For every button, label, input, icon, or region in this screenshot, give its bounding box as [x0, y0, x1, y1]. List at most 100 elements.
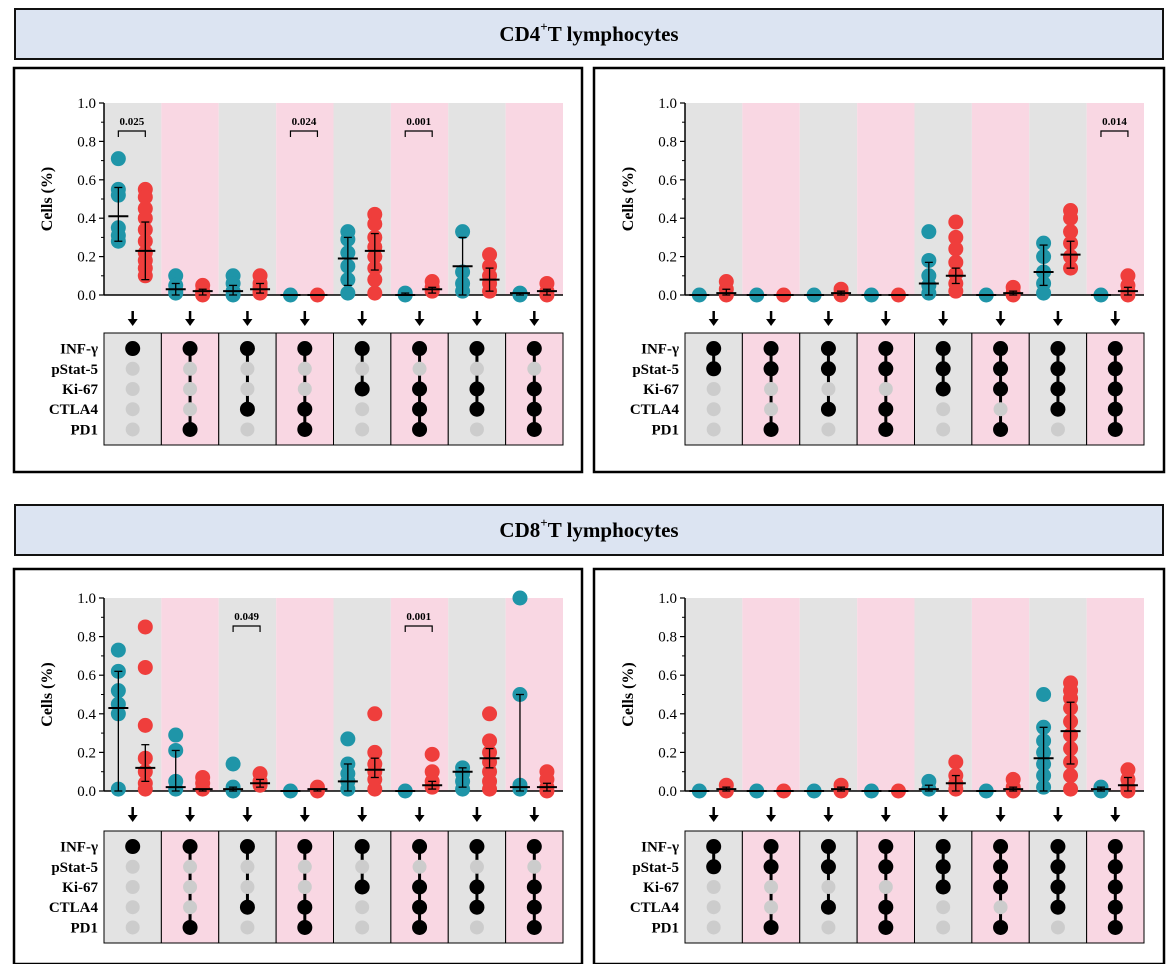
matrix-dot-off	[764, 880, 779, 894]
matrix-dot-on	[878, 839, 894, 855]
matrix-dot-off	[125, 920, 140, 935]
matrix-dot-off	[183, 402, 198, 417]
matrix-dot-on	[1050, 361, 1066, 377]
p-value-label: 0.014	[1102, 116, 1127, 128]
matrix-dot-on	[935, 859, 951, 875]
blue-data-point	[455, 781, 471, 797]
p-value-label: 0.001	[406, 611, 431, 623]
matrix-dot-on	[763, 859, 779, 875]
matrix-dot-on	[1107, 401, 1123, 417]
blue-data-point	[455, 224, 471, 240]
red-data-point	[367, 706, 383, 722]
matrix-row-label: Ki-67	[643, 880, 679, 896]
red-data-point	[367, 272, 383, 288]
y-tick-label: 0.6	[77, 668, 96, 684]
p-value-label: 0.001	[406, 116, 431, 128]
red-data-point	[1063, 224, 1079, 240]
matrix-dot-off	[936, 402, 951, 417]
arrow-head	[299, 319, 310, 326]
arrow-head	[1052, 319, 1063, 326]
arrow-head	[471, 815, 482, 822]
matrix-dot-off	[469, 859, 484, 874]
matrix-dot-off	[240, 880, 255, 894]
matrix-dot-on	[878, 341, 894, 357]
y-axis-label: Cells (%)	[39, 167, 56, 231]
matrix-dot-off	[183, 361, 198, 376]
y-tick-label: 0.8	[658, 134, 677, 150]
arrow-head	[708, 815, 719, 822]
matrix-dot-on	[878, 401, 894, 417]
matrix-dot-off	[125, 880, 140, 894]
matrix-dot-on	[182, 341, 198, 357]
blue-data-point	[340, 285, 356, 301]
red-data-point	[948, 254, 964, 270]
matrix-row-label: CTLA4	[49, 900, 99, 916]
matrix-dot-on	[993, 341, 1009, 357]
y-tick-label: 0.0	[658, 784, 677, 800]
matrix-dot-on	[878, 421, 894, 437]
matrix-dot-on	[239, 401, 255, 417]
matrix-dot-off	[240, 920, 255, 935]
matrix-dot-off	[821, 422, 836, 437]
y-tick-label: 0.8	[77, 134, 96, 150]
significance-bracket	[404, 130, 433, 137]
arrow-head	[1110, 319, 1121, 326]
plot-column-bg	[161, 598, 219, 791]
matrix-dot-on	[1107, 381, 1123, 397]
plot-column-bg	[161, 103, 219, 295]
matrix-dot-on	[935, 381, 951, 397]
matrix-dot-on	[1050, 381, 1066, 397]
y-axis-label: Cells (%)	[39, 662, 56, 726]
matrix-dot-on	[469, 341, 485, 357]
matrix-dot-on	[993, 839, 1009, 855]
red-data-point	[482, 733, 498, 749]
matrix-dot-on	[878, 859, 894, 875]
matrix-dot-on	[469, 381, 485, 397]
matrix-dot-off	[355, 920, 370, 935]
matrix-dot-on	[820, 401, 836, 417]
arrow-head	[880, 319, 891, 326]
blue-data-point	[110, 151, 126, 167]
red-data-point	[137, 659, 153, 675]
matrix-dot-off	[125, 859, 140, 874]
red-data-point	[1063, 210, 1079, 226]
matrix-dot-on	[239, 899, 255, 915]
y-tick-label: 0.4	[77, 211, 96, 227]
matrix-dot-off	[764, 402, 779, 417]
blue-data-point	[512, 590, 528, 606]
matrix-row-label: pStat-5	[51, 860, 98, 876]
plot-column-bg	[742, 103, 800, 295]
matrix-dot-off	[125, 900, 140, 915]
matrix-dot-on	[412, 381, 428, 397]
matrix-dot-off	[993, 900, 1008, 915]
matrix-dot-on	[993, 919, 1009, 935]
red-data-point	[367, 744, 383, 760]
matrix-dot-on	[1050, 879, 1066, 895]
matrix-dot-on	[878, 899, 894, 915]
matrix-dot-on	[182, 839, 198, 855]
matrix-dot-on	[239, 839, 255, 855]
blue-data-point	[1036, 235, 1052, 251]
matrix-dot-off	[125, 422, 140, 437]
plot-column-bg	[799, 103, 858, 295]
arrow-head	[414, 815, 425, 822]
matrix-dot-off	[706, 920, 721, 935]
blue-data-point	[110, 642, 126, 658]
plot-column-bg	[914, 103, 972, 295]
matrix-dot-on	[297, 421, 313, 437]
matrix-dot-on	[935, 879, 951, 895]
matrix-dot-on	[469, 879, 485, 895]
matrix-row-label: INF-γ	[641, 840, 679, 856]
blue-data-point	[225, 756, 241, 772]
plot-column-bg	[685, 103, 743, 295]
matrix-dot-on	[354, 879, 370, 895]
matrix-dot-off	[355, 402, 370, 417]
arrow-head	[185, 319, 196, 326]
matrix-dot-on	[1107, 361, 1123, 377]
arrow-head	[242, 815, 253, 822]
matrix-dot-on	[526, 839, 542, 855]
matrix-dot-on	[820, 839, 836, 855]
significance-bracket	[289, 130, 319, 137]
arrow-head	[185, 815, 196, 822]
red-data-point	[424, 746, 440, 762]
